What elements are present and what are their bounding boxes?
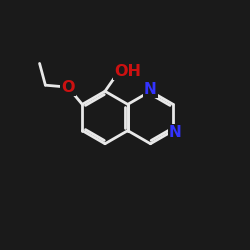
Text: O: O [61, 80, 74, 95]
Text: N: N [169, 125, 181, 140]
Text: OH: OH [114, 64, 141, 79]
Text: N: N [144, 82, 157, 97]
